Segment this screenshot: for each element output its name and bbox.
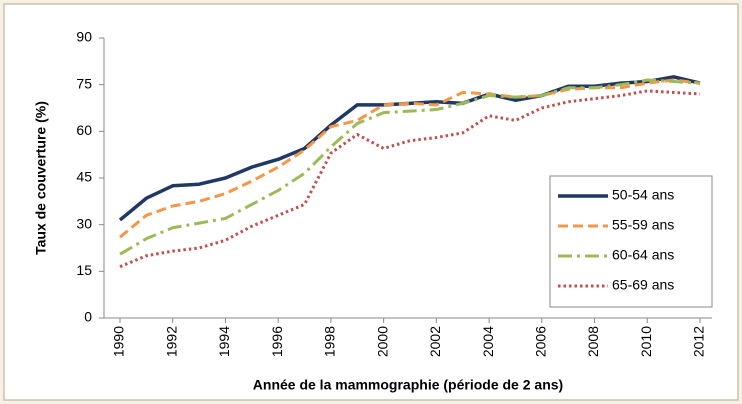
- series-line: [118, 75, 701, 222]
- x-tick-label: 2010: [638, 326, 654, 357]
- x-tick-label: 2008: [585, 326, 601, 357]
- x-tick-label: 1996: [269, 326, 285, 357]
- x-tick-label: 1994: [216, 326, 232, 357]
- series-line: [119, 78, 701, 256]
- legend-label: 65-69 ans: [612, 277, 674, 293]
- series-line: [119, 89, 701, 269]
- y-tick-label: 60: [76, 122, 92, 138]
- y-tick-label: 75: [76, 75, 92, 91]
- y-tick-label: 0: [84, 309, 92, 325]
- y-tick-label: 15: [76, 262, 92, 278]
- x-tick-label: 2002: [427, 326, 443, 357]
- y-tick-label: 30: [76, 215, 92, 231]
- x-tick-label: 1992: [163, 326, 179, 357]
- y-tick-label: 90: [76, 29, 92, 45]
- x-tick-label: 2012: [691, 326, 707, 357]
- y-axis-label: Taux de couverture (%): [33, 101, 49, 255]
- legend-label: 60-64 ans: [612, 247, 674, 263]
- legend-label: 50-54 ans: [612, 187, 674, 203]
- y-tick-label: 45: [76, 169, 92, 185]
- series-line: [119, 78, 701, 239]
- x-axis-label: Année de la mammographie (période de 2 a…: [253, 377, 563, 393]
- x-tick-label: 2004: [480, 326, 496, 357]
- x-tick-label: 2000: [374, 326, 390, 357]
- x-tick-label: 1998: [322, 326, 338, 357]
- x-tick-label: 2006: [533, 326, 549, 357]
- legend-label: 55-59 ans: [612, 217, 674, 233]
- x-tick-label: 1990: [111, 326, 127, 357]
